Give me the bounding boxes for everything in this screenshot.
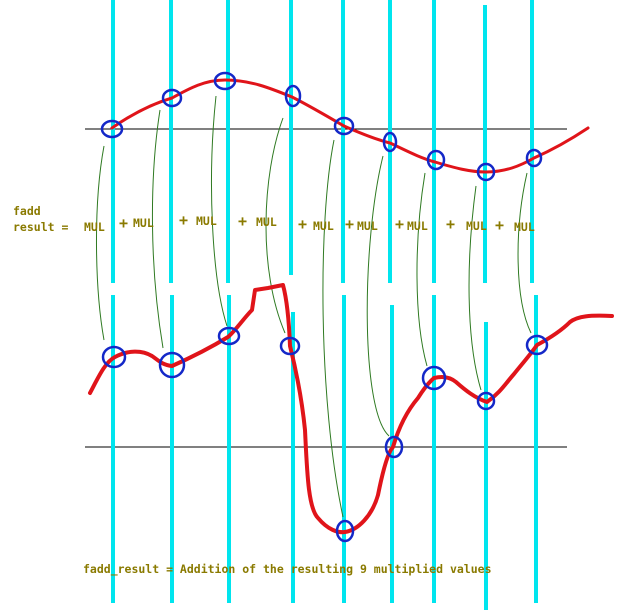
mul-term-9: MUL [514, 220, 535, 234]
lower-sample-marker-1 [101, 345, 127, 369]
upper-sample-marker-3 [213, 71, 237, 91]
lower-sample-marker-7 [421, 365, 447, 391]
weighted-signal-curve [88, 283, 614, 535]
upper-sample-markers [100, 71, 543, 182]
result-label: result = [13, 220, 68, 234]
lower-sample-marker-5 [335, 519, 355, 543]
upper-sample-marker-9 [525, 148, 543, 168]
connector-4 [265, 117, 286, 334]
mul-term-1: MUL [84, 220, 105, 234]
connector-1 [96, 145, 105, 341]
plus-sign-6: + [395, 215, 404, 233]
fadd-label: fadd [13, 204, 41, 218]
lower-sample-marker-3 [217, 326, 241, 346]
connector-7 [416, 172, 428, 367]
plus-sign-1: + [119, 214, 128, 232]
connector-2 [151, 109, 164, 349]
plus-sign-5: + [345, 215, 354, 233]
mul-term-3: MUL [196, 214, 217, 228]
mul-term-6: MUL [357, 219, 378, 233]
plus-sign-7: + [446, 215, 455, 233]
upper-sample-marker-6 [382, 131, 398, 153]
upper-sample-marker-7 [426, 149, 446, 171]
plus-sign-8: + [495, 216, 504, 234]
connector-3 [211, 95, 228, 327]
lower-sample-marker-4 [279, 336, 301, 356]
upper-sample-marker-2 [161, 88, 183, 108]
plus-sign-3: + [238, 212, 247, 230]
mul-term-2: MUL [133, 216, 154, 230]
upper-sample-marker-5 [333, 116, 355, 136]
upper-sample-marker-8 [476, 162, 496, 182]
plus-sign-4: + [298, 215, 307, 233]
upper-sample-marker-1 [100, 119, 124, 139]
input-signal-curve [110, 78, 590, 174]
connector-6 [366, 155, 390, 437]
connector-5 [322, 139, 344, 518]
connector-9 [517, 172, 532, 334]
bottom-caption: fadd_result = Addition of the resulting … [83, 562, 492, 577]
connector-8 [468, 185, 482, 391]
lower-sample-marker-6 [384, 435, 404, 459]
lower-sample-markers [101, 326, 549, 543]
mul-term-4: MUL [256, 215, 277, 229]
mul-term-5: MUL [313, 219, 334, 233]
lower-sample-marker-9 [525, 334, 549, 356]
plus-sign-2: + [179, 211, 188, 229]
lower-sample-marker-8 [476, 391, 496, 411]
mul-term-7: MUL [407, 219, 428, 233]
connectors [96, 95, 532, 518]
lower-sample-marker-2 [158, 351, 186, 379]
upper-sample-marker-4 [284, 84, 302, 108]
mul-term-8: MUL [466, 219, 487, 233]
